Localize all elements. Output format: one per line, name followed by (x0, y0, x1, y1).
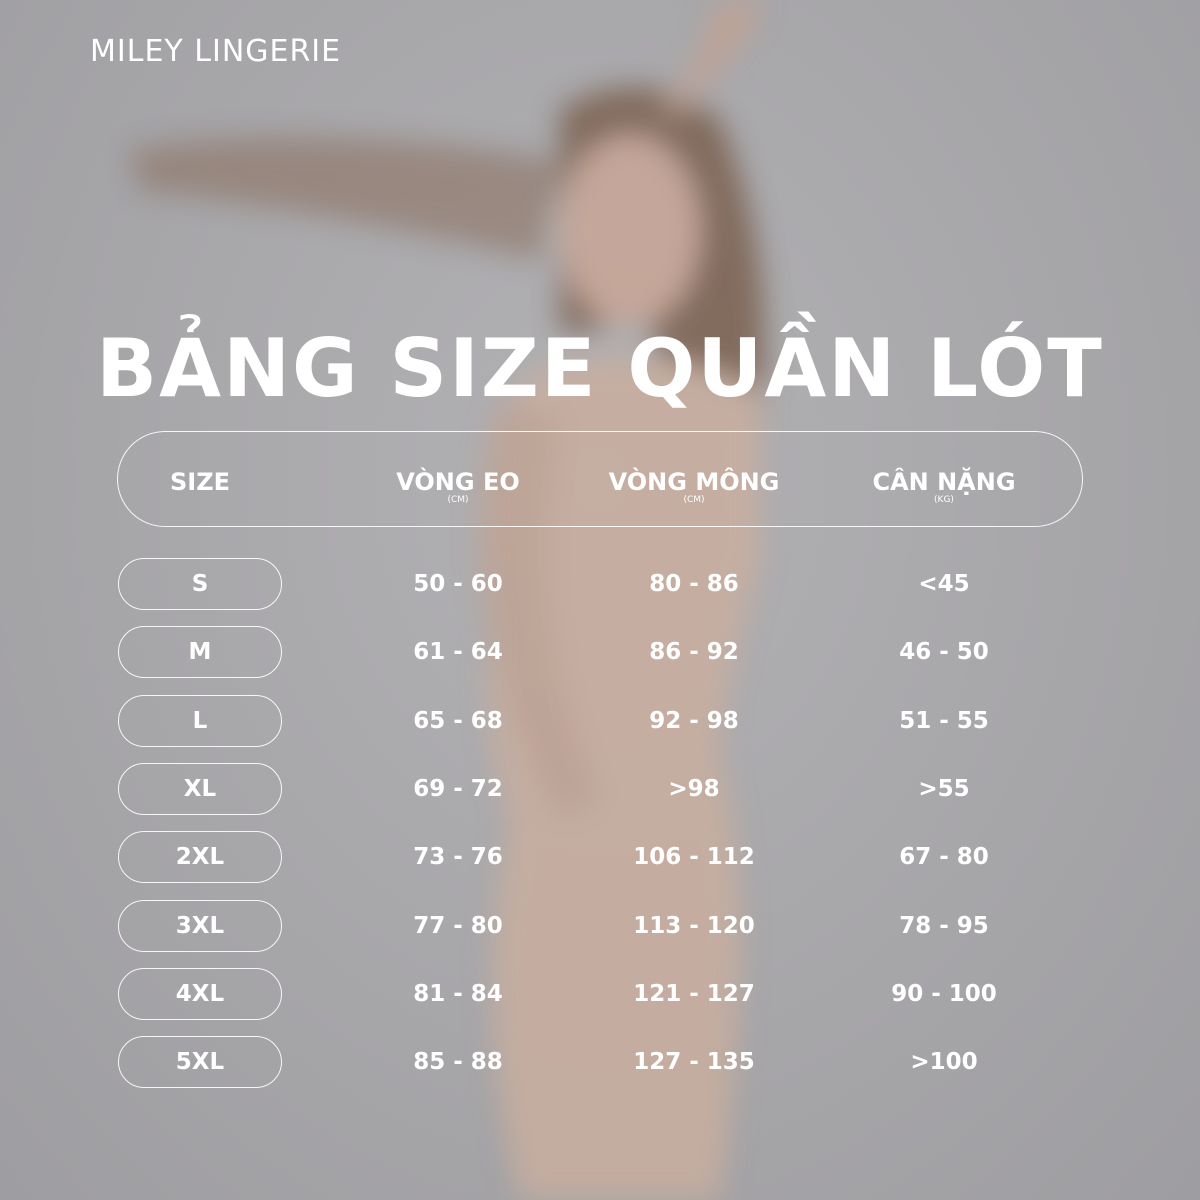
header-waist: VÒNG EO (CM) (396, 469, 520, 505)
header-unit: (KG) (934, 495, 954, 505)
page-title: BẢNG SIZE QUẦN LÓT (96, 322, 1104, 415)
waist-value: 65 - 68 (413, 707, 503, 734)
table-row: S 50 - 60 80 - 86 <45 (0, 558, 1200, 612)
header-label: VÒNG EO (396, 468, 520, 496)
hip-value: 86 - 92 (649, 639, 739, 666)
waist-value: 85 - 88 (413, 1049, 503, 1076)
brand-logo: MILEY LINGERIE (90, 34, 342, 69)
header-label: SIZE (169, 468, 231, 496)
weight-value: 78 - 95 (899, 912, 989, 939)
hip-value: 113 - 120 (633, 912, 755, 939)
size-pill: S (118, 558, 282, 610)
weight-value: <45 (918, 571, 970, 597)
waist-value: 73 - 76 (413, 844, 503, 871)
weight-value: >100 (910, 1049, 978, 1076)
size-pill: 5XL (118, 1036, 282, 1089)
table-row: M 61 - 64 86 - 92 46 - 50 (0, 626, 1200, 680)
weight-value: >55 (918, 775, 970, 802)
size-pill: M (118, 626, 282, 679)
hip-value: 127 - 135 (633, 1049, 755, 1076)
hip-value: >98 (668, 775, 720, 802)
table-row: L 65 - 68 92 - 98 51 - 55 (0, 694, 1200, 749)
table-header (117, 431, 1083, 527)
size-pill: L (118, 694, 282, 747)
header-unit: (CM) (683, 495, 705, 505)
waist-value: 77 - 80 (413, 912, 503, 939)
header-hip: VÒNG MÔNG (CM) (609, 469, 780, 505)
header-label: VÒNG MÔNG (608, 468, 780, 496)
waist-value: 69 - 72 (413, 775, 503, 802)
header-unit: (CM) (447, 495, 469, 505)
table-row: 5XL 85 - 88 127 - 135 >100 (0, 1036, 1200, 1090)
hip-value: 92 - 98 (649, 707, 739, 734)
table-row: 2XL 73 - 76 106 - 112 67 - 80 (0, 831, 1200, 885)
table-row: 4XL 81 - 84 121 - 127 90 - 100 (0, 967, 1200, 1022)
header-label: CÂN NẶNG (872, 468, 1016, 496)
size-pill: 2XL (118, 831, 282, 884)
table-row: XL 69 - 72 >98 >55 (0, 762, 1200, 817)
hip-value: 106 - 112 (633, 844, 755, 871)
size-pill: 3XL (118, 899, 282, 952)
weight-value: 90 - 100 (891, 980, 997, 1007)
hip-value: 121 - 127 (633, 980, 755, 1007)
header-weight: CÂN NẶNG (KG) (872, 469, 1015, 505)
weight-value: 51 - 55 (899, 707, 989, 734)
size-pill: 4XL (118, 967, 282, 1020)
weight-value: 67 - 80 (899, 844, 989, 871)
waist-value: 61 - 64 (413, 639, 503, 666)
waist-value: 81 - 84 (413, 980, 503, 1007)
hip-value: 80 - 86 (649, 571, 739, 597)
table-row: 3XL 77 - 80 113 - 120 78 - 95 (0, 899, 1200, 954)
waist-value: 50 - 60 (413, 571, 503, 597)
header-size: SIZE (170, 469, 230, 495)
size-pill: XL (118, 762, 282, 815)
weight-value: 46 - 50 (899, 639, 989, 666)
